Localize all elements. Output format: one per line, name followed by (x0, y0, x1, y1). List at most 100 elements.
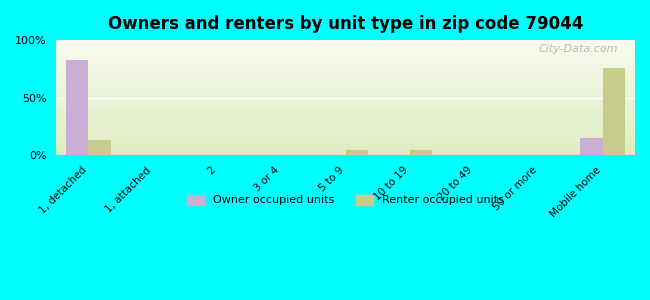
Bar (57, 154, 635, 155)
Bar (57, 143, 635, 144)
Text: City-Data.com: City-Data.com (538, 44, 617, 54)
Title: Owners and renters by unit type in zip code 79044: Owners and renters by unit type in zip c… (108, 15, 583, 33)
Bar (57, 46, 635, 47)
Bar (57, 97, 635, 98)
Bar (57, 77, 635, 78)
Bar (57, 134, 635, 135)
Bar (57, 115, 635, 116)
Bar (66, 60, 88, 155)
Bar (57, 112, 635, 113)
Bar (57, 82, 635, 83)
Bar (57, 136, 635, 137)
Bar (57, 137, 635, 138)
Bar (57, 108, 635, 109)
Bar (57, 146, 635, 147)
Bar (57, 85, 635, 86)
Bar (57, 52, 635, 53)
Bar (57, 131, 635, 132)
Bar (57, 124, 635, 125)
Bar (57, 151, 635, 152)
Bar (57, 138, 635, 139)
Bar (57, 54, 635, 55)
Bar (57, 122, 635, 123)
Bar (57, 92, 635, 93)
Bar (57, 102, 635, 104)
Bar (57, 101, 635, 102)
Bar (57, 98, 635, 99)
Bar (57, 45, 635, 46)
Bar (57, 127, 635, 128)
Bar (57, 116, 635, 117)
Bar (603, 68, 625, 155)
Bar (57, 74, 635, 75)
Bar (57, 72, 635, 74)
Bar (346, 150, 368, 155)
Bar (57, 44, 635, 45)
Bar (57, 78, 635, 79)
Bar (57, 86, 635, 87)
Bar (57, 71, 635, 72)
Bar (57, 145, 635, 146)
Bar (57, 114, 635, 115)
Bar (57, 60, 635, 61)
Bar (57, 76, 635, 77)
Bar (57, 91, 635, 92)
Bar (57, 150, 635, 151)
Bar (57, 69, 635, 70)
Bar (57, 42, 635, 44)
Bar (57, 56, 635, 57)
Bar (57, 110, 635, 112)
Bar (57, 142, 635, 143)
Bar (57, 152, 635, 153)
Bar (57, 121, 635, 122)
Bar (57, 117, 635, 119)
Bar (57, 79, 635, 80)
Bar (57, 135, 635, 136)
Bar (57, 88, 635, 90)
Bar (57, 123, 635, 124)
Bar (57, 84, 635, 85)
Bar (57, 130, 635, 131)
Bar (57, 113, 635, 114)
Bar (57, 140, 635, 142)
Bar (57, 103, 635, 105)
Bar (57, 90, 635, 91)
Bar (57, 41, 635, 42)
Bar (57, 94, 635, 95)
Bar (57, 58, 635, 60)
Bar (57, 68, 635, 69)
Bar (57, 106, 635, 107)
Bar (57, 63, 635, 64)
Bar (57, 57, 635, 59)
Bar (57, 125, 635, 127)
Legend: Owner occupied units, Renter occupied units: Owner occupied units, Renter occupied un… (183, 190, 508, 210)
Bar (57, 109, 635, 110)
Bar (57, 83, 635, 84)
Bar (410, 150, 432, 155)
Bar (57, 65, 635, 67)
Bar (57, 67, 635, 68)
Bar (88, 140, 111, 155)
Bar (57, 50, 635, 52)
Bar (57, 129, 635, 130)
Bar (57, 62, 635, 63)
Bar (57, 48, 635, 49)
Bar (57, 55, 635, 56)
Bar (57, 147, 635, 148)
Bar (57, 99, 635, 100)
Bar (57, 144, 635, 145)
Bar (57, 87, 635, 88)
Bar (57, 128, 635, 129)
Bar (57, 93, 635, 94)
Bar (57, 75, 635, 76)
Bar (57, 80, 635, 82)
Bar (57, 107, 635, 108)
Bar (57, 53, 635, 54)
Bar (57, 49, 635, 50)
Bar (57, 40, 635, 41)
Bar (57, 132, 635, 134)
Bar (57, 70, 635, 71)
Bar (57, 47, 635, 48)
Bar (57, 139, 635, 140)
Bar (57, 105, 635, 106)
